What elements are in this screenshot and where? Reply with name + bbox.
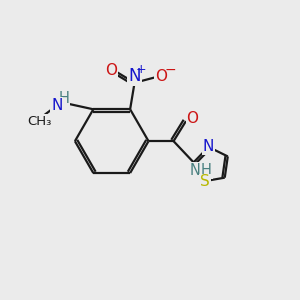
Text: N: N <box>128 67 141 85</box>
Text: −: − <box>165 63 177 77</box>
Text: N: N <box>190 163 201 178</box>
Text: O: O <box>186 111 198 126</box>
Text: H: H <box>58 91 69 106</box>
Text: O: O <box>105 63 117 78</box>
Text: CH₃: CH₃ <box>28 115 52 128</box>
Text: O: O <box>155 69 167 84</box>
Text: +: + <box>136 63 146 76</box>
Text: S: S <box>200 174 210 189</box>
Text: H: H <box>201 163 212 178</box>
Text: N: N <box>51 98 62 113</box>
Text: N: N <box>203 140 214 154</box>
